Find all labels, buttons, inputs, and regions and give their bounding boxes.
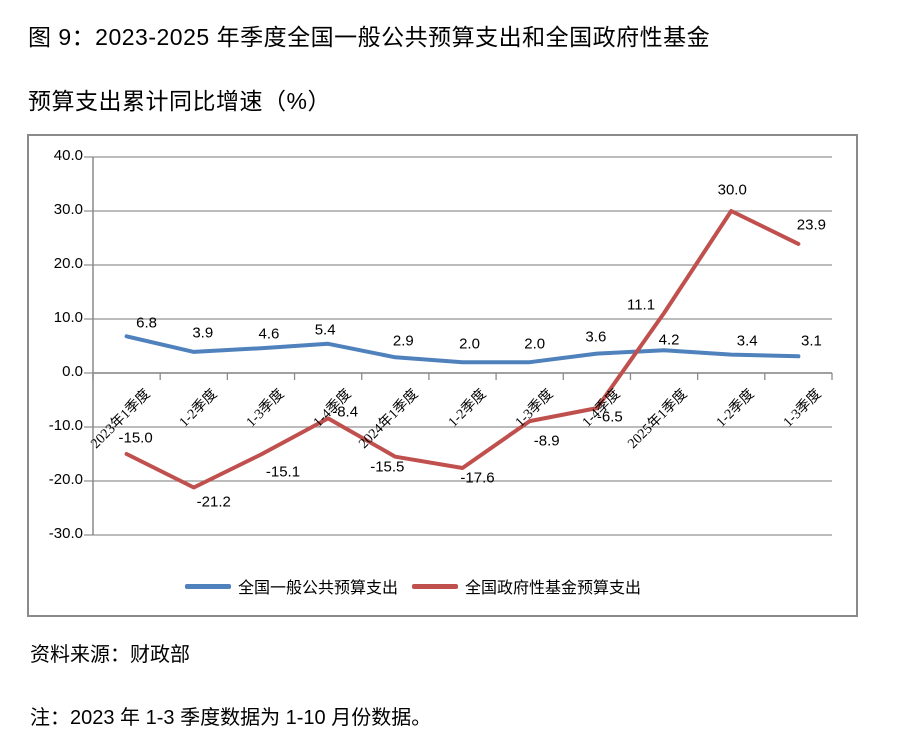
data-label: 3.9 (192, 324, 214, 342)
chart-legend: 全国一般公共预算支出 全国政府性基金预算支出 (29, 574, 856, 598)
legend-swatch-1 (412, 583, 459, 589)
data-label: 23.9 (796, 216, 827, 234)
data-label: 6.8 (136, 314, 158, 332)
y-axis-label: 0.0 (62, 363, 83, 380)
legend-label-1: 全国政府性基金预算支出 (465, 580, 642, 597)
data-label: -15.5 (370, 458, 405, 476)
legend-swatch-0 (185, 583, 231, 589)
data-label: 4.2 (658, 331, 680, 349)
data-label: 3.1 (800, 332, 822, 350)
y-axis-label: 20.0 (53, 255, 83, 272)
legend-item-1: 全国政府性基金预算支出 (412, 574, 641, 598)
series-line-0 (124, 334, 801, 365)
data-label: 3.6 (585, 328, 607, 346)
y-axis-label: -20.0 (48, 471, 83, 488)
data-label: -8.4 (332, 403, 359, 421)
data-label: 5.4 (314, 321, 336, 339)
chart-title-line-1: 图 9：2023-2025 年季度全国一般公共预算支出和全国政府性基金 (28, 24, 711, 50)
legend-label-0: 全国一般公共预算支出 (238, 580, 399, 597)
y-axis-label: 10.0 (53, 309, 83, 326)
data-label: -17.6 (460, 469, 495, 487)
data-label: -21.2 (196, 493, 231, 511)
data-label: 4.6 (258, 325, 280, 343)
chart-area: 全国一般公共预算支出 全国政府性基金预算支出 40.0 30.0 20.0 10.0 0.… (27, 134, 858, 617)
data-label: -15.0 (118, 429, 153, 447)
series-line-1 (124, 209, 801, 490)
y-axis-label: 30.0 (53, 201, 83, 218)
data-label: -8.9 (533, 432, 560, 450)
data-label: 30.0 (717, 181, 747, 199)
data-label: 2.9 (392, 332, 414, 350)
source-note: 资料来源：财政部 (30, 644, 190, 666)
chart-title-line-2: 预算支出累计同比增速（%） (28, 88, 331, 114)
legend-item-0: 全国一般公共预算支出 (185, 574, 398, 598)
data-label: 11.1 (626, 296, 656, 314)
data-label: 3.4 (736, 332, 758, 350)
y-axis-label: -10.0 (48, 417, 83, 434)
footnote: 注：2023 年 1-3 季度数据为 1-10 月份数据。 (30, 707, 432, 729)
y-axis-label: -30.0 (48, 525, 83, 542)
data-label: -15.1 (265, 463, 301, 481)
y-axis-label: 40.0 (53, 147, 83, 164)
data-label: 2.0 (459, 335, 480, 353)
data-label: 2.0 (524, 335, 546, 353)
data-label: -6.5 (596, 408, 623, 426)
chart-plot (84, 156, 833, 536)
